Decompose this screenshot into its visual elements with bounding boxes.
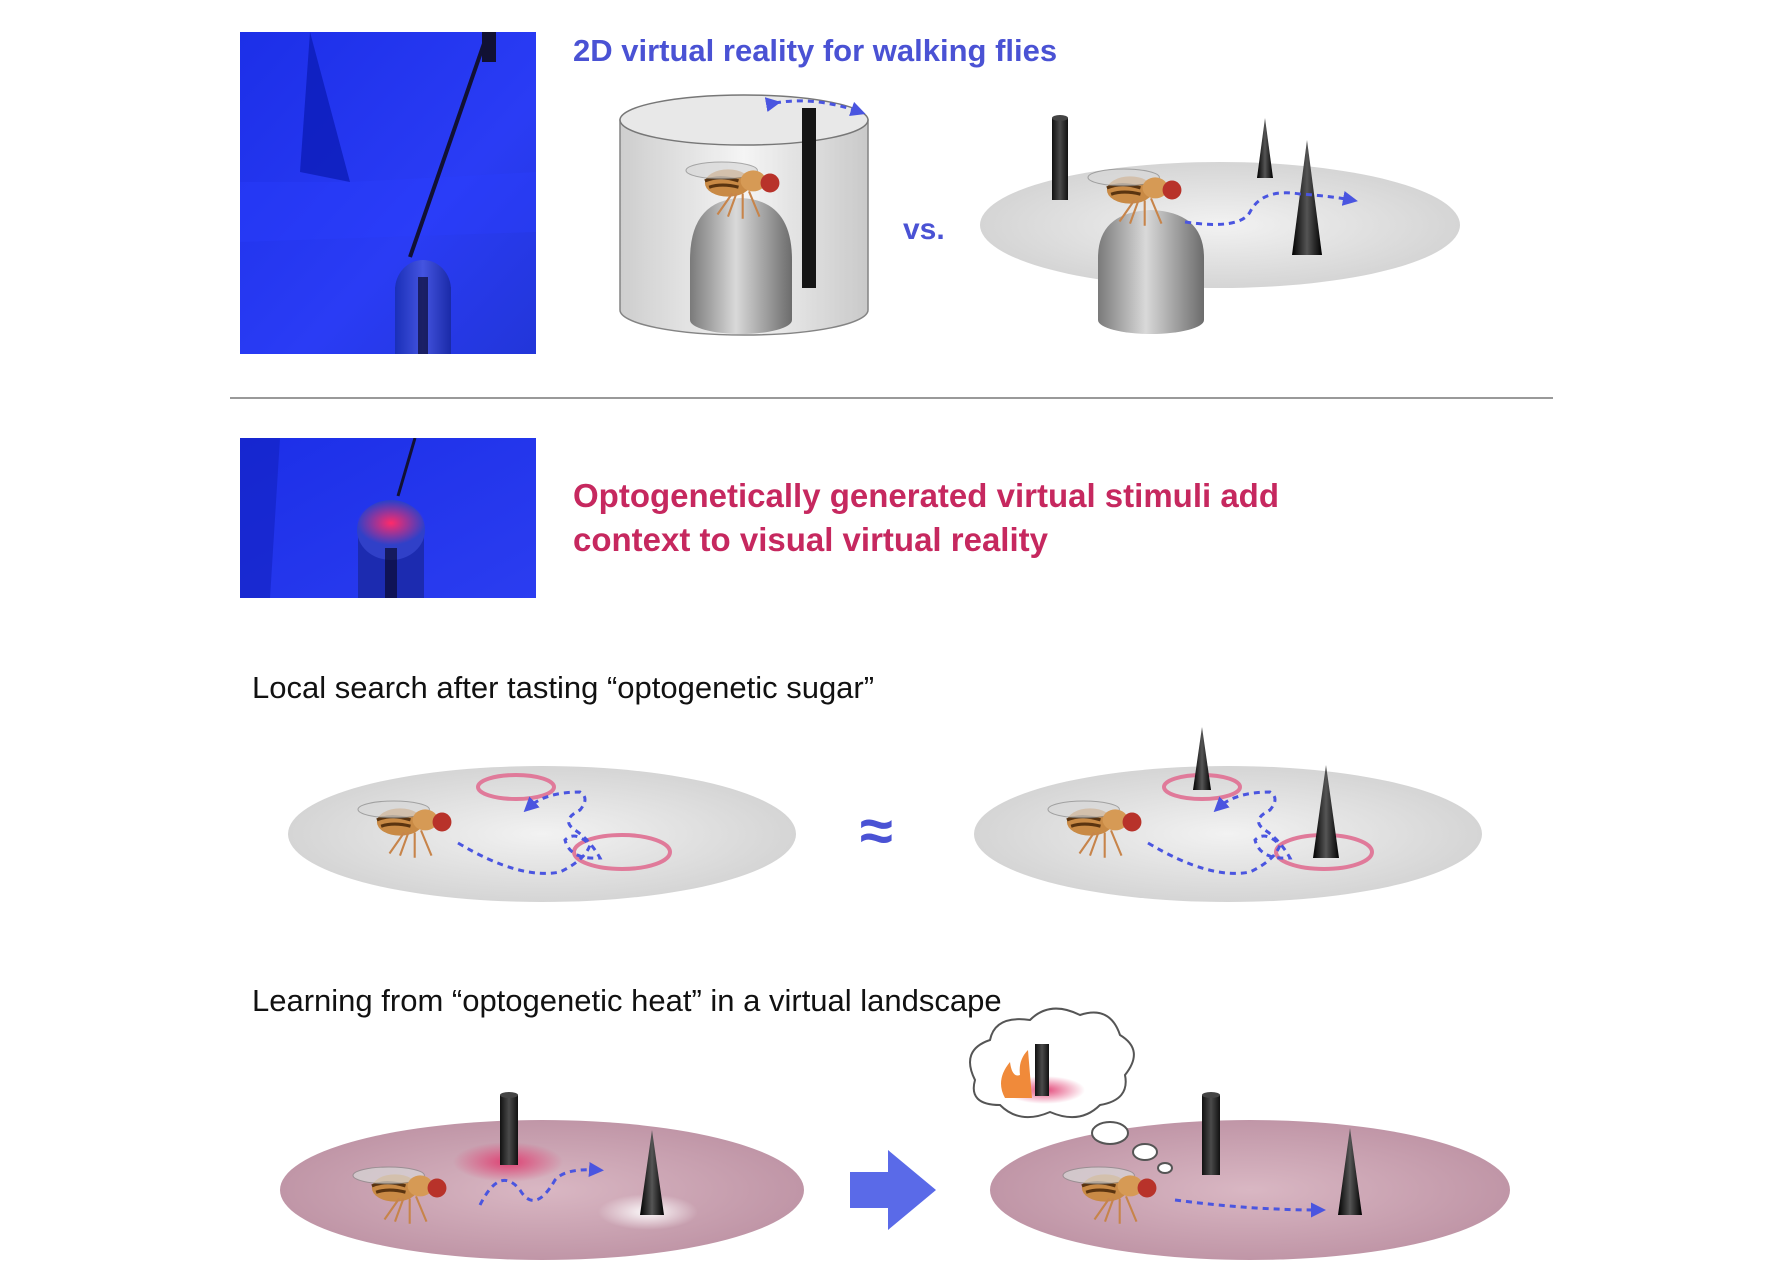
- local-search-arena-left: [288, 766, 796, 902]
- section2-title-line1: Optogenetically generated virtual stimul…: [573, 477, 1279, 514]
- cylinder-arena: [619, 94, 869, 336]
- section4-heading: Learning from “optogenetic heat” in a vi…: [252, 983, 1002, 1018]
- section2-title: Optogenetically generated virtual stimul…: [573, 474, 1279, 562]
- heat-learning-arena-right: [990, 1092, 1510, 1260]
- local-search-arena-right: [974, 727, 1482, 902]
- experiment-photo-blue: [240, 32, 536, 354]
- transition-arrow: [850, 1150, 936, 1230]
- approx-symbol: ≈: [860, 797, 893, 864]
- heat-learning-arena-left: [280, 1092, 804, 1260]
- experiment-photo-red-stimulus: [240, 438, 536, 598]
- thought-bubble: [969, 1007, 1173, 1174]
- section2-title-line2: context to visual virtual reality: [573, 521, 1048, 558]
- vs-label: vs.: [903, 213, 945, 246]
- section3-heading: Local search after tasting “optogenetic …: [252, 670, 875, 705]
- section1-title: 2D virtual reality for walking flies: [573, 33, 1058, 68]
- flat-arena: [980, 115, 1460, 334]
